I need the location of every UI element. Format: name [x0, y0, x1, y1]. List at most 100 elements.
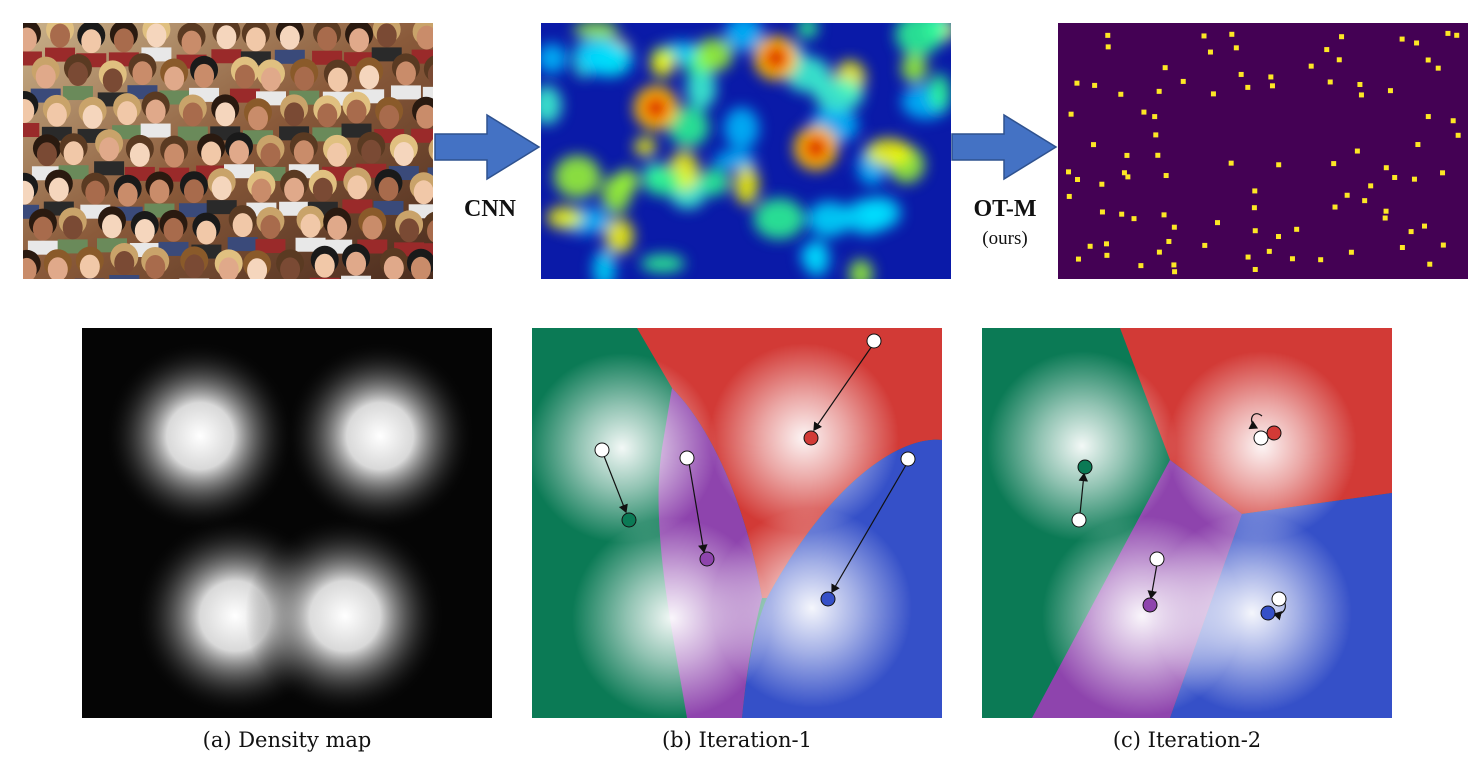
previous-point [1149, 551, 1165, 567]
initial-point [594, 442, 610, 458]
crowd-photo [23, 23, 433, 279]
head-point [1357, 81, 1363, 87]
head-point [1251, 205, 1257, 211]
head-point [1268, 74, 1274, 80]
head-point [1415, 142, 1421, 148]
previous-point [1071, 512, 1087, 528]
head-point [1162, 65, 1168, 71]
head-point [1105, 32, 1111, 38]
head-point [1450, 118, 1456, 124]
head-point [1344, 192, 1350, 198]
head-point [1455, 132, 1461, 138]
head-point [1131, 216, 1137, 222]
caption-c: (c) Iteration-2 [1112, 728, 1262, 752]
head-point [1155, 152, 1161, 158]
density-blob [245, 516, 445, 716]
head-point [1414, 40, 1420, 46]
head-point [1318, 257, 1324, 263]
head-point [1156, 88, 1162, 94]
head-point [1387, 88, 1393, 94]
cnn-arrow [433, 112, 543, 182]
head-point [1440, 242, 1446, 248]
crowd-photo-image [23, 23, 433, 279]
initial-point [866, 333, 882, 349]
head-point [1392, 174, 1398, 180]
head-point [1171, 224, 1177, 230]
head-point [1166, 238, 1172, 244]
head-point [1103, 241, 1109, 247]
head-point [1156, 249, 1162, 255]
head-point [1152, 114, 1158, 120]
updated-point-green [1077, 459, 1093, 475]
updated-point-blue [820, 591, 836, 607]
head-point [1119, 211, 1125, 217]
head-point [1245, 84, 1251, 90]
head-point [1091, 142, 1097, 148]
iteration-1-image [532, 328, 942, 718]
caption-a: (a) Density map [202, 728, 372, 752]
updated-point-purple [1142, 597, 1158, 613]
head-point [1074, 80, 1080, 86]
head-point [1354, 148, 1360, 154]
head-point [1066, 193, 1072, 199]
head-point [1118, 91, 1124, 97]
updated-point-red [803, 430, 819, 446]
density-map-image [82, 328, 492, 718]
updated-point-purple [699, 551, 715, 567]
head-point [1435, 65, 1441, 71]
updated-point-blue [1260, 605, 1276, 621]
head-point [1201, 33, 1207, 39]
head-point [1161, 212, 1167, 218]
initial-point [679, 450, 695, 466]
head-point [1252, 188, 1258, 194]
head-point [1269, 83, 1275, 89]
density-heatmap [541, 23, 951, 279]
head-point [1124, 152, 1130, 158]
head-point [1141, 109, 1147, 115]
otm-sublabel: (ours) [982, 228, 1028, 249]
head-point [1276, 162, 1282, 168]
head-point [1382, 215, 1388, 221]
head-point [1399, 36, 1405, 42]
updated-point-green [621, 512, 637, 528]
head-point [1332, 204, 1338, 210]
head-point [1068, 111, 1074, 117]
head-point [1202, 242, 1208, 248]
head-point [1210, 91, 1216, 97]
head-point [1327, 79, 1333, 85]
head-point [1358, 92, 1364, 98]
head-point [1087, 243, 1093, 249]
head-point [1383, 208, 1389, 214]
head-point [1294, 226, 1300, 232]
iteration-2-panel [982, 328, 1392, 718]
head-point [1075, 177, 1081, 183]
head-point [1445, 30, 1451, 36]
head-point [1229, 31, 1235, 37]
head-point [1099, 181, 1105, 187]
head-point [1104, 252, 1110, 258]
previous-point [1271, 591, 1287, 607]
head-point [1348, 249, 1354, 255]
head-point [1427, 261, 1433, 267]
point-map-image [1058, 23, 1468, 279]
head-point [1092, 82, 1098, 88]
heatmap-image [541, 23, 951, 279]
head-point [1066, 169, 1072, 175]
head-point [1252, 266, 1258, 272]
head-point [1362, 198, 1368, 204]
head-point [1245, 254, 1251, 260]
head-point [1324, 47, 1330, 53]
otm-label: OT-M [973, 196, 1037, 222]
head-point [1099, 209, 1105, 215]
head-point [1180, 78, 1186, 84]
head-point [1121, 170, 1127, 176]
head-point [1163, 173, 1169, 179]
head-point [1172, 269, 1178, 275]
previous-point [1253, 430, 1269, 446]
head-point [1215, 220, 1221, 226]
head-point [1408, 229, 1414, 235]
head-point [1266, 248, 1272, 254]
head-point [1308, 63, 1314, 69]
density-blob [285, 341, 475, 531]
initial-point [900, 451, 916, 467]
